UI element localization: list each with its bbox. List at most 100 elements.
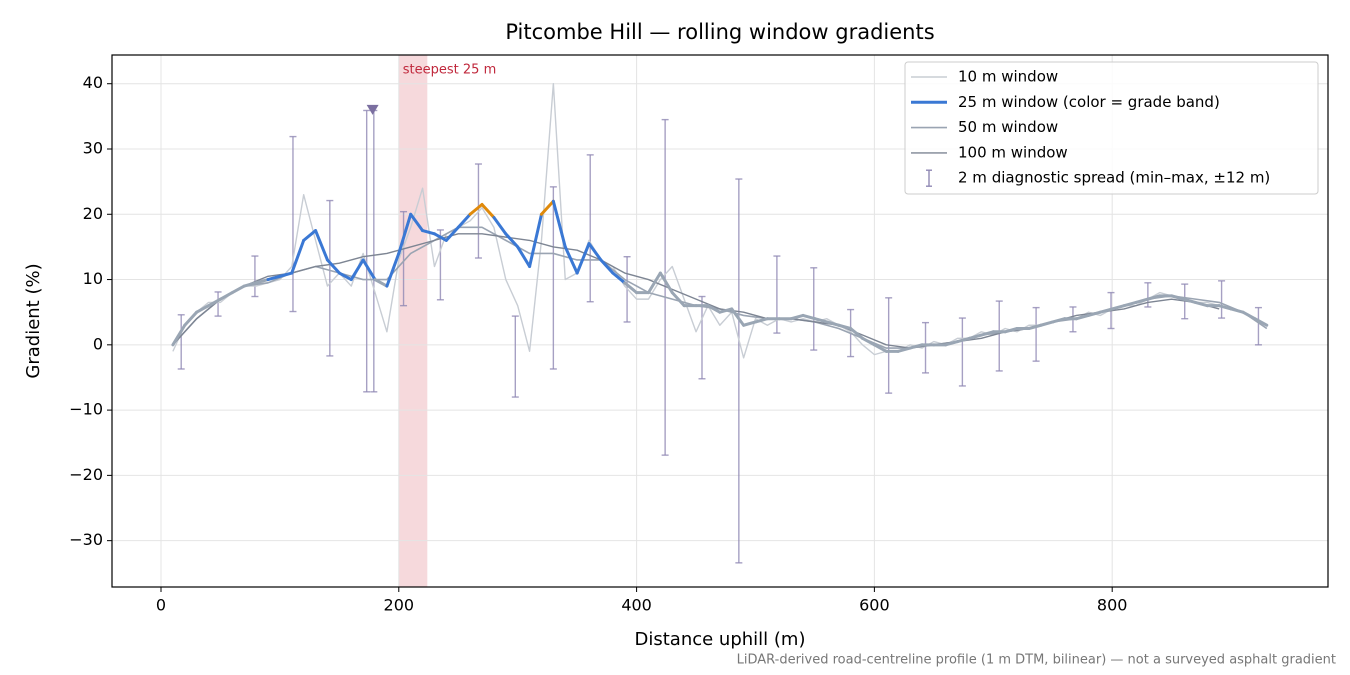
line-segment <box>861 336 876 347</box>
line-segment <box>373 278 389 288</box>
y-tick-label: 0 <box>93 334 103 353</box>
line-segment <box>492 216 508 236</box>
line-segment <box>242 281 258 288</box>
line-segment <box>528 212 543 268</box>
line-segment <box>1170 294 1186 301</box>
legend: 10 m window 25 m window (color = grade ba… <box>904 61 1319 195</box>
line-segment <box>623 281 639 295</box>
line-segment <box>314 229 329 262</box>
y-tick-label: 10 <box>83 269 103 288</box>
line-segment <box>195 304 211 314</box>
line-segment <box>1051 317 1067 324</box>
line-segment <box>849 327 865 340</box>
line-segment <box>1027 323 1043 331</box>
line-segment <box>468 202 484 216</box>
line-segment <box>1182 297 1197 304</box>
line-segment <box>278 271 294 278</box>
line-segment <box>706 304 722 314</box>
x-tick-label: 200 <box>384 596 415 615</box>
y-tick-label: 20 <box>83 204 103 223</box>
line-segment <box>516 245 532 268</box>
x-tick-label: 0 <box>156 596 166 615</box>
line-segment <box>1098 307 1114 314</box>
legend-label: 10 m window <box>958 68 1058 86</box>
line-segment <box>266 274 282 282</box>
line-segment <box>1217 304 1233 311</box>
legend-label: 100 m window <box>958 143 1068 161</box>
line-segment <box>968 333 983 340</box>
plot-frame <box>111 54 1329 588</box>
line-segment <box>742 320 757 327</box>
line-segment <box>896 346 912 353</box>
line-segment <box>979 330 995 337</box>
x-tick-label: 400 <box>621 596 652 615</box>
line-segment <box>1146 294 1162 301</box>
line-segment <box>361 258 377 282</box>
line-segment <box>563 245 579 275</box>
line-segment <box>385 251 401 288</box>
line-segment <box>908 343 924 350</box>
y-tick-label: −30 <box>69 530 103 549</box>
legend-label: 50 m window <box>958 118 1058 136</box>
legend-label: 2 m diagnostic spread (min–max, ±12 m) <box>958 169 1270 187</box>
line-segment <box>1086 310 1102 317</box>
line-segment <box>290 238 306 275</box>
highlight-label: steepest 25 m <box>403 63 496 78</box>
line <box>172 226 1268 349</box>
line-segment <box>1122 300 1138 308</box>
y-tick-label: 40 <box>83 73 103 92</box>
line-segment <box>944 340 960 347</box>
line-segment <box>1110 304 1126 311</box>
line-segment <box>183 310 199 327</box>
line-segment <box>1241 310 1257 321</box>
line-segment <box>789 313 805 321</box>
line-segment <box>718 307 734 314</box>
x-axis-label: Distance uphill (m) <box>635 629 806 650</box>
marker <box>366 104 379 115</box>
line-segment <box>397 212 413 255</box>
line-segment <box>1075 313 1090 321</box>
line-segment <box>575 242 591 275</box>
line-segment <box>1253 317 1269 327</box>
line-segment <box>837 323 853 331</box>
line-segment <box>409 212 425 233</box>
line-segment <box>1229 307 1245 314</box>
y-axis-label: Gradient (%) <box>23 263 44 378</box>
line-segment <box>254 278 270 285</box>
line-segment <box>421 229 436 236</box>
footnote: LiDAR-derived road-centreline profile (1… <box>737 653 1336 668</box>
x-tick-label: 600 <box>859 596 890 615</box>
legend-box <box>904 61 1319 195</box>
chart-title: Pitcombe Hill — rolling window gradients <box>505 20 934 44</box>
line-segment <box>349 258 365 282</box>
line-segment <box>813 317 829 324</box>
line-segment <box>171 323 187 347</box>
line-segment <box>730 307 746 327</box>
line-segment <box>1039 320 1055 327</box>
line-segment <box>302 229 318 242</box>
y-tick-label: −10 <box>69 400 103 419</box>
line-segment <box>611 271 627 285</box>
line-segment <box>753 317 769 324</box>
y-tick-label: −20 <box>69 465 103 484</box>
line-segment <box>646 271 662 295</box>
line-segment <box>456 212 472 229</box>
line-segment <box>956 336 972 344</box>
line-segment <box>432 232 448 242</box>
line-segment <box>444 225 460 242</box>
line-segment <box>337 271 353 282</box>
line-segment <box>230 284 246 295</box>
y-tick-label: 30 <box>83 138 103 157</box>
line-segment <box>480 202 496 220</box>
line-segment <box>872 343 888 353</box>
line-segment <box>1193 300 1209 308</box>
x-tick-label: 800 <box>1097 596 1128 615</box>
line-segment <box>539 199 555 216</box>
line-segment <box>551 199 567 249</box>
highlight-span <box>398 55 428 587</box>
line-segment <box>325 258 341 275</box>
line-segment <box>1003 327 1019 334</box>
line-segment <box>1134 297 1150 304</box>
line-segment <box>207 297 222 308</box>
